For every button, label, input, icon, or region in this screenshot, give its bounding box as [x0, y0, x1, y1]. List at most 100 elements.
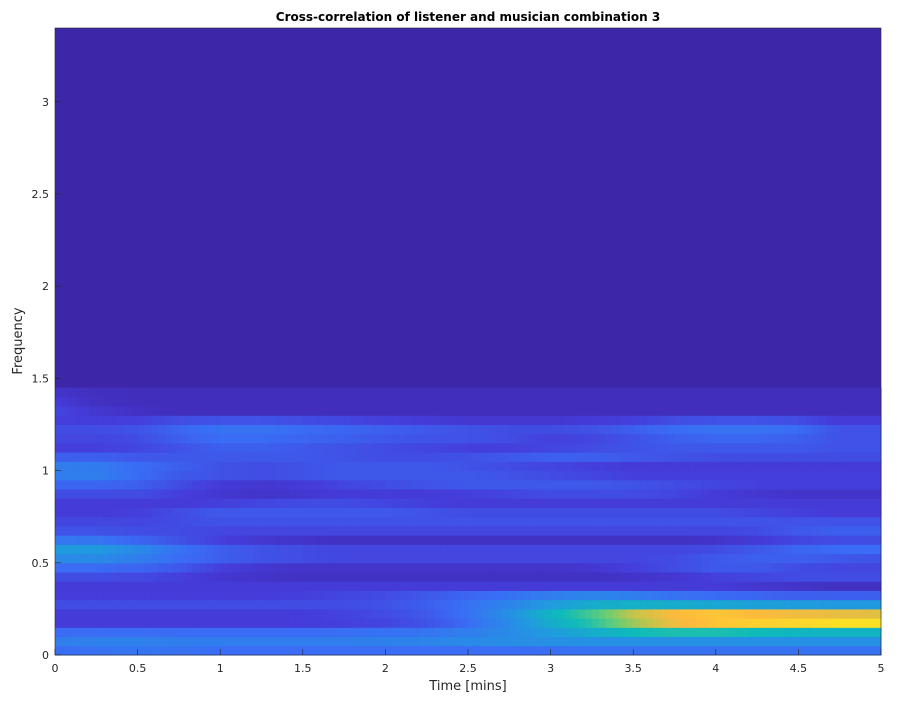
heatmap-cell — [262, 406, 269, 416]
heatmap-cell — [138, 609, 145, 619]
heatmap-cell — [730, 397, 737, 407]
heatmap-cell — [502, 397, 509, 407]
heatmap-cell — [399, 581, 406, 591]
heatmap-cell — [668, 544, 675, 554]
heatmap-cell — [296, 627, 303, 637]
heatmap-cell — [234, 609, 241, 619]
heatmap-cell — [454, 526, 461, 536]
heatmap-cell — [675, 646, 682, 656]
heatmap-cell — [489, 609, 496, 619]
heatmap-cell — [413, 461, 420, 471]
heatmap-cell — [668, 554, 675, 564]
heatmap-cell — [736, 581, 743, 591]
heatmap-cell — [358, 618, 365, 628]
heatmap-cell — [186, 544, 193, 554]
heatmap-cell — [365, 600, 372, 610]
heatmap-cell — [681, 646, 688, 656]
heatmap-cell — [206, 581, 213, 591]
heatmap-cell — [853, 609, 860, 619]
heatmap-cell — [323, 581, 330, 591]
heatmap-cell — [757, 415, 764, 425]
heatmap-cell — [289, 572, 296, 582]
heatmap-cell — [819, 535, 826, 545]
heatmap-cell — [716, 600, 723, 610]
heatmap-cell — [860, 507, 867, 517]
heatmap-cell — [626, 517, 633, 527]
heatmap-cell — [454, 646, 461, 656]
heatmap-cell — [812, 526, 819, 536]
heatmap-cell — [200, 526, 207, 536]
heatmap-cell — [578, 526, 585, 536]
heatmap-cell — [778, 535, 785, 545]
heatmap-cell — [268, 535, 275, 545]
heatmap-cell — [578, 480, 585, 490]
heatmap-cell — [206, 609, 213, 619]
heatmap-cell — [482, 618, 489, 628]
heatmap-cell — [626, 489, 633, 499]
heatmap-cell — [764, 461, 771, 471]
heatmap-cell — [392, 480, 399, 490]
heatmap-cell — [778, 554, 785, 564]
heatmap-cell — [826, 627, 833, 637]
heatmap-cell — [344, 424, 351, 434]
heatmap-cell — [172, 535, 179, 545]
heatmap-cell — [840, 489, 847, 499]
heatmap-cell — [592, 471, 599, 481]
heatmap-cell — [819, 415, 826, 425]
heatmap-cell — [757, 489, 764, 499]
heatmap-cell — [89, 609, 96, 619]
heatmap-cell — [172, 406, 179, 416]
heatmap-cell — [344, 554, 351, 564]
heatmap-cell — [826, 517, 833, 527]
heatmap-cell — [248, 646, 255, 656]
heatmap-cell — [241, 471, 248, 481]
heatmap-cell — [647, 581, 654, 591]
heatmap-cell — [571, 600, 578, 610]
heatmap-cell — [805, 590, 812, 600]
heatmap-cell — [647, 618, 654, 628]
heatmap-cell — [69, 637, 76, 647]
heatmap-cell — [792, 572, 799, 582]
heatmap-cell — [578, 424, 585, 434]
heatmap-cell — [551, 517, 558, 527]
heatmap-cell — [695, 517, 702, 527]
heatmap-cell — [151, 461, 158, 471]
heatmap-cell — [151, 471, 158, 481]
heatmap-cell — [213, 424, 220, 434]
heatmap-cell — [138, 554, 145, 564]
heatmap-cell — [798, 646, 805, 656]
heatmap-cell — [619, 388, 626, 398]
heatmap-cell — [695, 646, 702, 656]
heatmap-cell — [798, 618, 805, 628]
heatmap-cell — [599, 581, 606, 591]
heatmap-cell — [365, 443, 372, 453]
heatmap-cell — [695, 507, 702, 517]
heatmap-cell — [248, 581, 255, 591]
heatmap-cell — [523, 563, 530, 573]
heatmap-cell — [564, 498, 571, 508]
heatmap-cell — [372, 397, 379, 407]
heatmap-cell — [750, 572, 757, 582]
heatmap-cell — [179, 434, 186, 444]
heatmap-cell — [76, 618, 83, 628]
heatmap-cell — [785, 424, 792, 434]
heatmap-cell — [805, 461, 812, 471]
heatmap-cell — [62, 554, 69, 564]
heatmap-cell — [757, 480, 764, 490]
heatmap-cell — [303, 443, 310, 453]
heatmap-cell — [372, 627, 379, 637]
heatmap-cell — [89, 627, 96, 637]
heatmap-cell — [516, 461, 523, 471]
heatmap-cell — [502, 406, 509, 416]
heatmap-cell — [592, 646, 599, 656]
heatmap-cell — [200, 406, 207, 416]
heatmap-cell — [592, 397, 599, 407]
heatmap-cell — [688, 388, 695, 398]
heatmap-cell — [289, 590, 296, 600]
heatmap-cell — [262, 581, 269, 591]
heatmap-cell — [647, 517, 654, 527]
heatmap-cell — [96, 471, 103, 481]
heatmap-cell — [867, 544, 874, 554]
heatmap-cell — [475, 563, 482, 573]
heatmap-cell — [440, 572, 447, 582]
